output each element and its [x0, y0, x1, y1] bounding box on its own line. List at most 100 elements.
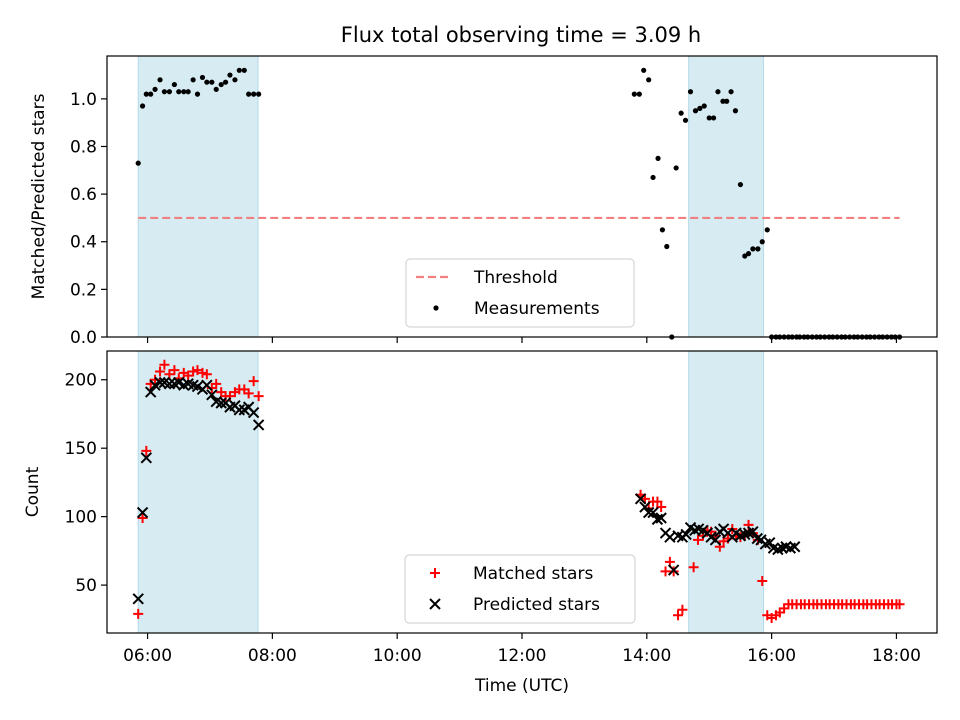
measurement-point: [139, 103, 146, 109]
predicted-star-point: [776, 542, 788, 554]
measurement-point: [742, 253, 748, 259]
matched-star-point: [137, 513, 148, 524]
matched-star-point: [188, 366, 199, 377]
observing-interval-band: [688, 350, 765, 634]
matched-star-point: [677, 604, 688, 615]
predicted-star-point: [247, 406, 260, 419]
measurement-point: [631, 91, 637, 97]
matched-star-point: [248, 376, 259, 387]
matched-star-point: [141, 445, 152, 456]
measurement-point: [204, 79, 210, 85]
measurement-point: [732, 108, 739, 114]
legend-predicted-swatch: [429, 598, 441, 610]
measurement-point: [161, 89, 168, 95]
measurement-point: [256, 91, 262, 97]
predicted-star-point: [140, 452, 153, 464]
y-tick-label: 50: [75, 576, 97, 596]
measurement-point: [222, 79, 229, 85]
measurement-point: [750, 246, 756, 252]
predicted-star-point: [739, 528, 751, 541]
x-axis-label: Time (UTC): [474, 676, 569, 696]
predicted-star-point: [709, 534, 722, 546]
matched-star-point: [243, 388, 254, 399]
matched-star-point: [894, 599, 905, 610]
measurement-point: [166, 89, 173, 95]
measurement-point: [745, 251, 752, 257]
measurement-point: [218, 81, 224, 88]
y-axis-label: Matched/Predicted stars: [29, 93, 49, 299]
measurement-point: [646, 77, 652, 83]
legend: Threshold Measurements: [405, 258, 635, 328]
measurement-point: [759, 239, 765, 245]
measurement-point: [659, 227, 666, 233]
measurement-point: [181, 89, 187, 95]
measurement-point: [701, 103, 707, 109]
measurement-point: [641, 67, 647, 73]
legend-label: Measurements: [474, 299, 600, 319]
measurement-point: [232, 77, 238, 83]
predicted-star-point: [689, 524, 701, 537]
y-tick-label: 0.0: [70, 328, 97, 348]
x-tick-label: 18:00: [872, 646, 921, 666]
predicted-star-point: [201, 379, 213, 391]
matched-star-point: [688, 562, 699, 573]
measurement-point: [650, 174, 656, 181]
measurement-point: [241, 67, 247, 73]
measurement-point: [687, 89, 694, 95]
legend-label: Matched stars: [473, 564, 593, 584]
measurement-point: [176, 89, 182, 95]
measurement-point: [720, 98, 726, 104]
predicted-star-point: [639, 501, 651, 513]
matched-star-point: [652, 496, 663, 507]
predicted-star-point: [233, 404, 246, 416]
measurement-point: [152, 86, 158, 92]
bottom-panel: 50 100 150 200 06:00 08:00 10:00 12:00 14:00 16:0…: [23, 350, 938, 696]
measurement-point: [236, 67, 242, 73]
predicted-star-point: [154, 376, 166, 389]
measurement-point: [682, 117, 689, 123]
measurement-point: [636, 91, 642, 97]
measurement-point: [706, 115, 712, 121]
measurement-point: [710, 115, 717, 121]
predicted-star-point: [642, 506, 655, 519]
predicted-star-point: [680, 528, 692, 541]
measurement-point: [209, 79, 215, 85]
measurement-point: [664, 243, 670, 250]
y-tick-label: 0.6: [70, 185, 97, 205]
measurement-point: [655, 155, 661, 161]
measurement-point: [185, 89, 191, 95]
predicted-star-point: [789, 541, 801, 553]
predicted-star-point: [144, 386, 157, 398]
legend-measurement-swatch: [433, 305, 439, 311]
x-tick-label: 10:00: [373, 646, 422, 666]
measurement-point: [135, 160, 141, 166]
y-tick-label: 0.8: [70, 137, 97, 157]
measurement-point: [251, 91, 257, 97]
measurement-point: [728, 89, 734, 95]
matched-star-point: [656, 502, 667, 513]
x-tick-label: 14:00: [622, 646, 671, 666]
predicted-star-point: [634, 493, 647, 505]
measurement-point: [190, 77, 196, 83]
predicted-star-point: [647, 506, 659, 519]
measurement-point: [171, 81, 177, 88]
y-tick-label: 150: [65, 439, 97, 459]
legend-matched-swatch: [430, 568, 440, 578]
predicted-star-point: [132, 593, 144, 605]
predicted-star-point: [136, 506, 149, 519]
legend-box: [404, 554, 636, 624]
matched-star-point: [201, 369, 212, 380]
measurement-point: [199, 74, 206, 81]
measurement-point: [764, 227, 770, 233]
top-panel: 0.0 0.2 0.4 0.6 0.8 1.0 Matched/Predicted star…: [29, 55, 938, 348]
predicted-star-point: [751, 532, 763, 545]
matched-star-point: [169, 365, 180, 376]
measurement-point: [194, 91, 201, 97]
observing-interval-band: [688, 55, 765, 338]
matched-star-point: [673, 610, 684, 621]
x-tick-label: 08:00: [248, 646, 297, 666]
measurement-point: [697, 105, 703, 111]
legend-label: Predicted stars: [473, 595, 600, 615]
predicted-star-point: [252, 419, 265, 431]
